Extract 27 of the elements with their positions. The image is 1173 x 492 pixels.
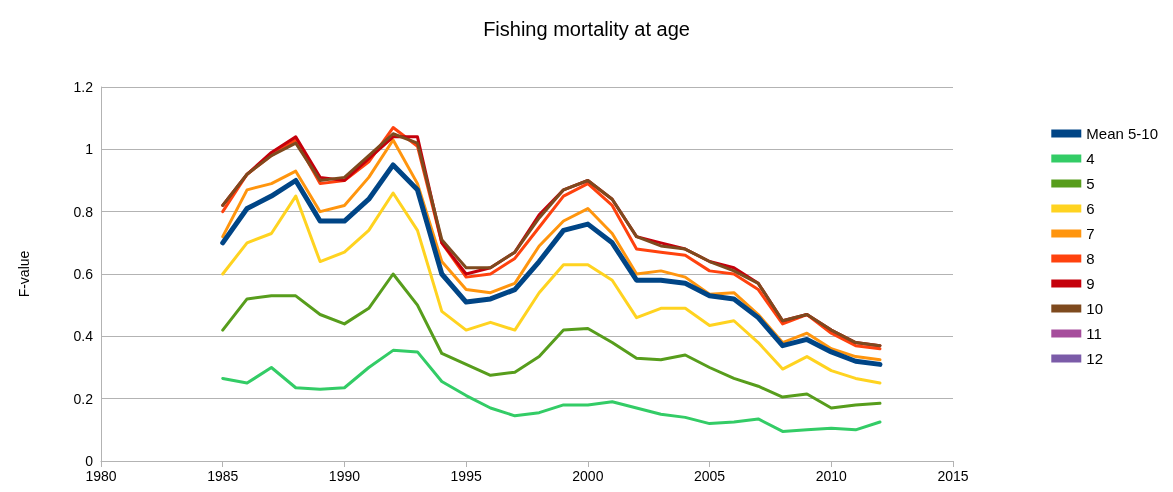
y-axis-title: F-value xyxy=(16,250,32,298)
legend-label: Mean 5-10 xyxy=(1086,125,1159,142)
legend-label: 10 xyxy=(1086,300,1103,317)
chart-title: Fishing mortality at age xyxy=(483,18,690,40)
y-tick-label: 0.8 xyxy=(73,203,94,220)
legend-label: 12 xyxy=(1086,350,1103,367)
legend-label: 8 xyxy=(1086,250,1095,267)
y-tick-label: 0.6 xyxy=(73,266,94,282)
y-tick-label: 1.2 xyxy=(73,79,94,95)
legend-label: 11 xyxy=(1086,325,1102,342)
x-tick-label: 1990 xyxy=(328,468,361,484)
x-tick-label: 1995 xyxy=(450,468,482,484)
y-tick-label: 0 xyxy=(85,453,94,469)
y-tick-label: 0.4 xyxy=(73,328,94,345)
x-tick-label: 2010 xyxy=(815,468,848,484)
x-tick-label: 2000 xyxy=(572,468,604,484)
legend-label: 4 xyxy=(1086,150,1095,167)
x-tick-label: 2015 xyxy=(937,468,969,484)
x-tick-label: 1985 xyxy=(207,468,239,484)
x-tick-label: 1980 xyxy=(85,468,117,484)
legend-label: 7 xyxy=(1086,225,1095,242)
legend-label: 9 xyxy=(1086,275,1095,292)
y-tick-label: 1 xyxy=(85,141,94,158)
legend-label: 6 xyxy=(1086,200,1095,217)
legend-label: 5 xyxy=(1086,175,1095,192)
x-tick-label: 2005 xyxy=(693,468,726,484)
y-tick-label: 0.2 xyxy=(73,390,94,407)
